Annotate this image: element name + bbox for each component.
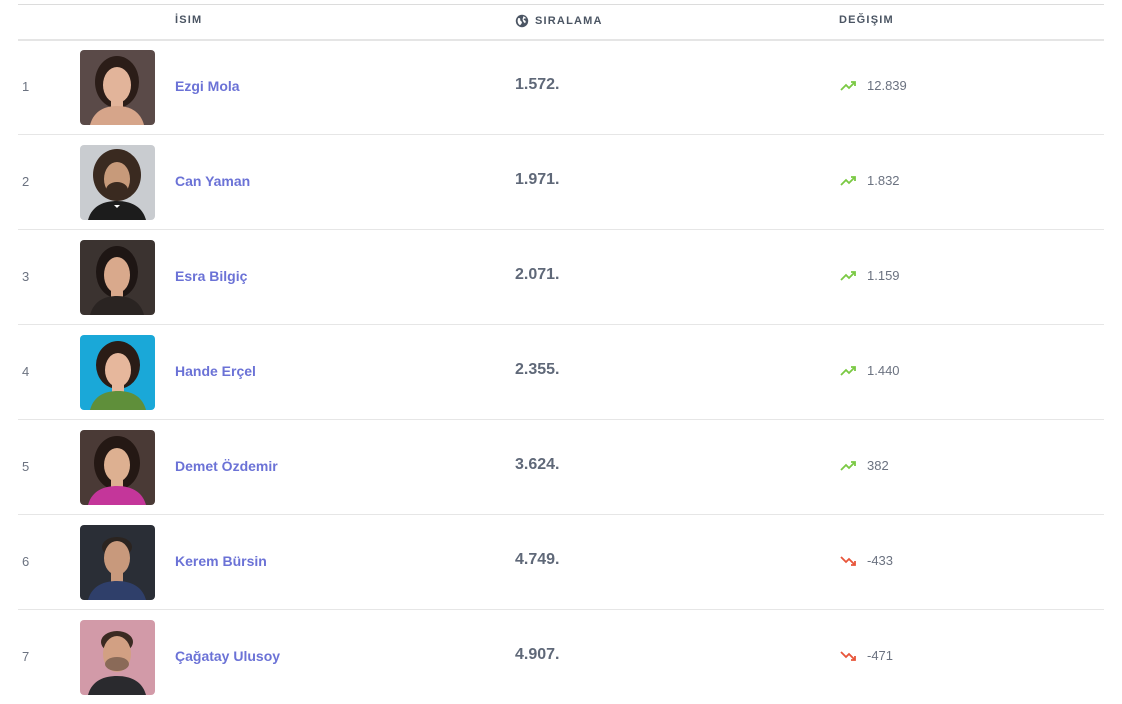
change-value: -471 (867, 648, 894, 663)
portrait-icon (80, 335, 155, 410)
trending-down-icon (840, 650, 856, 661)
change-value: 1.440 (867, 363, 900, 378)
top-divider (18, 4, 1104, 5)
person-name-link[interactable]: Çağatay Ulusoy (175, 648, 281, 664)
change-value: 12.839 (867, 78, 907, 93)
change-cell: 1.832 (840, 173, 900, 188)
table-row[interactable]: 6 Kerem Bürsin 4.749. -433 (18, 515, 1104, 610)
rank-value: 3.624. (515, 456, 560, 473)
table-row[interactable]: 5 Demet Özdemir 3.624. 382 (18, 420, 1104, 515)
table-row[interactable]: 1 Ezgi Mola 1.572. 12.839 (18, 40, 1104, 135)
rank-value: 2.355. (515, 361, 560, 378)
person-name-link[interactable]: Hande Erçel (175, 363, 256, 379)
trending-up-icon (840, 460, 856, 471)
avatar[interactable] (80, 620, 155, 695)
column-header-rank[interactable]: SIRALAMA (515, 14, 603, 28)
row-index: 4 (22, 364, 30, 379)
table-header: İSIM SIRALAMA DEĞIŞIM (18, 4, 1104, 41)
change-cell: 1.440 (840, 363, 900, 378)
trending-down-icon (840, 555, 856, 566)
change-cell: 382 (840, 458, 889, 473)
trending-up-icon (840, 80, 856, 91)
row-index: 3 (22, 269, 30, 284)
change-cell: 12.839 (840, 78, 907, 93)
portrait-icon (80, 430, 155, 505)
avatar[interactable] (80, 525, 155, 600)
row-index: 6 (22, 554, 30, 569)
trending-up-icon (840, 175, 856, 186)
table-row[interactable]: 7 Çağatay Ulusoy 4.907. -471 (18, 610, 1104, 704)
rank-value: 2.071. (515, 266, 560, 283)
person-name-link[interactable]: Ezgi Mola (175, 78, 240, 94)
column-header-name-label: İSIM (175, 14, 203, 26)
column-header-rank-label: SIRALAMA (535, 15, 603, 27)
portrait-icon (80, 620, 155, 695)
trending-up-icon (840, 270, 856, 281)
change-value: -433 (867, 553, 894, 568)
portrait-icon (80, 525, 155, 600)
change-cell: -433 (840, 553, 893, 568)
person-name-link[interactable]: Esra Bilgiç (175, 268, 248, 284)
rank-value: 4.749. (515, 551, 560, 568)
column-header-change-label: DEĞIŞIM (839, 14, 894, 26)
portrait-icon (80, 50, 155, 125)
avatar[interactable] (80, 145, 155, 220)
row-index: 2 (22, 174, 30, 189)
rank-value: 4.907. (515, 646, 560, 663)
row-index: 5 (22, 459, 30, 474)
row-index: 7 (22, 649, 30, 664)
portrait-icon (80, 145, 155, 220)
person-name-link[interactable]: Kerem Bürsin (175, 553, 267, 569)
rank-value: 1.971. (515, 171, 560, 188)
change-cell: 1.159 (840, 268, 900, 283)
avatar[interactable] (80, 335, 155, 410)
column-header-change[interactable]: DEĞIŞIM (839, 14, 894, 26)
table-row[interactable]: 3 Esra Bilgiç 2.071. 1.159 (18, 230, 1104, 325)
column-header-name[interactable]: İSIM (175, 14, 202, 26)
globe-icon (515, 14, 529, 28)
avatar[interactable] (80, 430, 155, 505)
table-row[interactable]: 2 Can Yaman 1.971. 1.832 (18, 135, 1104, 230)
avatar[interactable] (80, 240, 155, 315)
table-body: 1 Ezgi Mola 1.572. 12.839 2 Can Yaman 1.… (18, 40, 1104, 704)
person-name-link[interactable]: Demet Özdemir (175, 458, 278, 474)
change-value: 1.159 (867, 268, 900, 283)
change-cell: -471 (840, 648, 893, 663)
trending-up-icon (840, 365, 856, 376)
portrait-icon (80, 240, 155, 315)
table-row[interactable]: 4 Hande Erçel 2.355. 1.440 (18, 325, 1104, 420)
person-name-link[interactable]: Can Yaman (175, 173, 251, 189)
row-index: 1 (22, 79, 30, 94)
change-value: 382 (867, 458, 889, 473)
rank-value: 1.572. (515, 76, 560, 93)
change-value: 1.832 (867, 173, 900, 188)
avatar[interactable] (80, 50, 155, 125)
